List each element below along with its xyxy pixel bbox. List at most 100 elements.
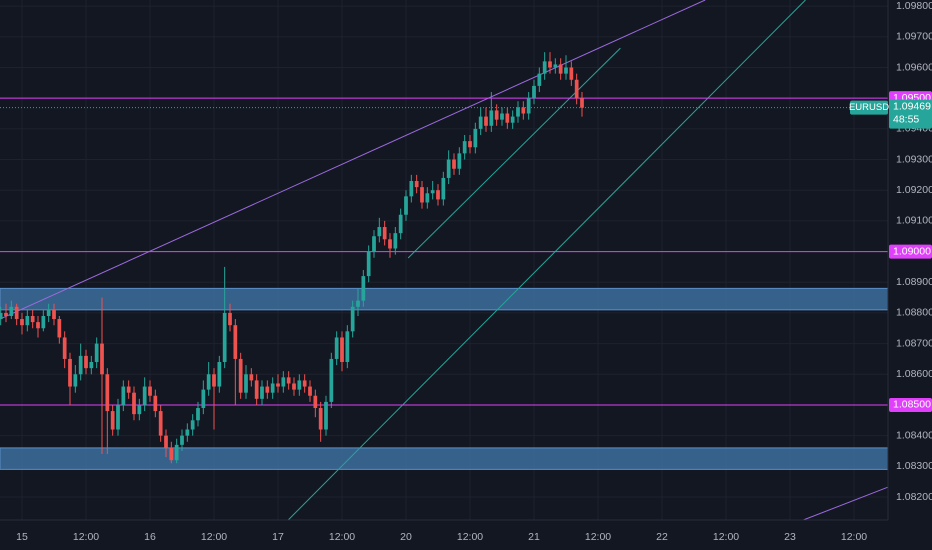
candle-body: [286, 377, 291, 384]
candle-body: [366, 251, 371, 277]
candle-body: [190, 420, 195, 430]
x-tick-label: 20: [400, 531, 412, 543]
candle-body: [233, 325, 238, 359]
candle-body: [361, 276, 366, 301]
y-tick-label: 1.09700: [896, 31, 932, 43]
candle-body: [388, 239, 392, 249]
candle-body: [137, 404, 142, 415]
candle-body: [41, 315, 46, 329]
price-label-box: [889, 244, 932, 259]
candle-body: [537, 73, 542, 86]
candle-body: [238, 358, 243, 393]
candle-body: [521, 107, 526, 114]
candle-body: [452, 159, 456, 169]
candle-body: [206, 374, 211, 390]
x-tick-label: 21: [528, 531, 540, 543]
symbol-label: EURUSD: [849, 102, 889, 113]
candle-body: [126, 386, 131, 393]
zone: [0, 447, 888, 470]
candle-body: [425, 193, 430, 203]
y-tick-label: 1.08200: [896, 491, 932, 503]
trend-line: [803, 486, 888, 520]
candle-body: [430, 190, 435, 194]
candle-body: [580, 98, 584, 108]
candle-body: [78, 355, 83, 375]
candle-body: [441, 177, 446, 200]
candle-body: [9, 306, 14, 316]
x-tick-label: 12:00: [457, 531, 483, 543]
candle-body: [329, 358, 334, 402]
candle-body: [228, 312, 232, 326]
symbol-box: [850, 100, 888, 115]
candle-body: [89, 362, 94, 369]
x-tick-label: 16: [144, 531, 156, 543]
x-tick-label: 12:00: [73, 531, 99, 543]
candle-body: [25, 315, 30, 326]
candle-body: [302, 380, 307, 387]
candle-body: [4, 312, 8, 316]
candle-body: [174, 444, 179, 461]
candle-body: [308, 386, 312, 396]
candle-body: [169, 447, 174, 461]
candle-body: [505, 113, 510, 123]
candle-body: [414, 181, 419, 188]
x-tick-label: 12:00: [201, 531, 227, 543]
y-tick-label: 1.09200: [896, 184, 932, 196]
candle-body: [548, 61, 552, 68]
candle-body: [249, 374, 254, 381]
candle-body: [0, 312, 3, 320]
candle-body: [526, 98, 531, 114]
candle-body: [217, 362, 222, 387]
x-tick-label: 22: [656, 531, 668, 543]
candle-body: [270, 383, 275, 393]
candle-body: [436, 190, 440, 200]
x-tick-label: 15: [16, 531, 28, 543]
candle-body: [276, 383, 280, 387]
candle-body: [153, 395, 158, 412]
candle-body: [558, 64, 563, 74]
x-tick-label: 12:00: [585, 531, 611, 543]
y-tick-label: 1.08600: [896, 368, 932, 380]
candle-body: [494, 110, 499, 120]
price-label-box: [889, 397, 932, 412]
candle-body: [484, 116, 488, 126]
candle-body: [462, 141, 467, 154]
candle-body: [356, 300, 360, 307]
candle-body: [457, 153, 462, 169]
candle-body: [20, 319, 24, 326]
x-tick-label: 17: [272, 531, 284, 543]
candle-body: [553, 64, 558, 68]
candle-body: [148, 386, 152, 396]
candle-body: [393, 233, 398, 249]
candle-body: [574, 79, 579, 99]
candle-body: [212, 374, 216, 387]
candle-body: [318, 408, 323, 430]
candle-body: [489, 110, 494, 126]
candle-body: [334, 337, 339, 359]
candle-body: [100, 343, 104, 375]
candle-body: [478, 116, 483, 129]
candle-body: [260, 386, 264, 399]
y-tick-label: 1.08300: [896, 460, 932, 472]
trend-line: [287, 0, 806, 520]
trend-line: [407, 47, 621, 259]
candle-body: [196, 408, 200, 421]
candle-body: [510, 116, 515, 123]
candle-body: [377, 227, 382, 237]
candle-body: [68, 358, 72, 387]
y-tick-label: 1.08800: [896, 307, 932, 319]
candle-body: [57, 319, 62, 338]
candle-body: [222, 312, 227, 363]
candle-body: [105, 374, 110, 412]
candle-body: [281, 377, 286, 387]
candle-body: [313, 395, 318, 409]
candle-body: [201, 389, 206, 409]
y-tick-label: 1.08700: [896, 337, 932, 349]
candle-body: [324, 401, 328, 430]
candle-body: [564, 67, 568, 74]
candle-body: [84, 355, 88, 369]
x-tick-label: 23: [784, 531, 796, 543]
candle-body: [52, 309, 56, 320]
candle-body: [350, 306, 355, 332]
